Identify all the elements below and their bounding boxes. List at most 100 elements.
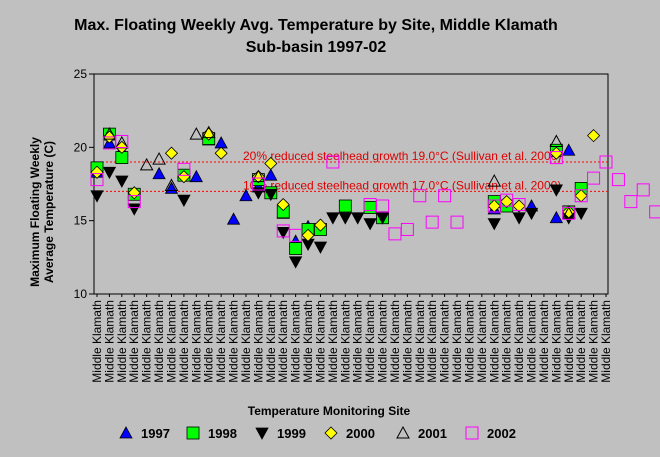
- data-point-2001: [251, 169, 266, 183]
- x-category-label: Middle Klamath: [413, 300, 427, 383]
- data-point-2001: [487, 174, 502, 187]
- x-category-label: Middle Klamath: [313, 300, 327, 383]
- x-category-label: Middle Klamath: [152, 300, 166, 383]
- x-category-label: Middle Klamath: [338, 300, 352, 383]
- x-category-label: Middle Klamath: [239, 300, 253, 383]
- x-category-label: Middle Klamath: [475, 300, 489, 383]
- data-point-1997: [239, 188, 253, 202]
- data-point-2002: [115, 134, 129, 148]
- x-category-label: Middle Klamath: [363, 300, 377, 383]
- legend: 1997 1998 1999 2000 2001 2002: [119, 425, 516, 441]
- x-axis-title: Temperature Monitoring Site: [248, 404, 411, 418]
- x-category-label: Middle Klamath: [351, 300, 365, 383]
- data-point-2000: [251, 170, 265, 184]
- data-point-1999: [574, 207, 588, 221]
- data-point-2000: [587, 129, 601, 143]
- y-axis-title-line2: Average Temperature (C): [42, 141, 56, 283]
- x-category-label: Middle Klamath: [276, 300, 290, 383]
- data-point-2002: [413, 189, 427, 203]
- data-point-2000: [90, 165, 104, 179]
- data-point-2002: [649, 205, 660, 219]
- x-category-label: Middle Klamath: [388, 300, 402, 383]
- x-category-label: Middle Klamath: [140, 300, 154, 383]
- legend-marker-1998: [186, 426, 200, 440]
- data-point-1999: [102, 166, 117, 180]
- legend-marker-2000: [324, 426, 338, 440]
- data-point-1999: [363, 218, 377, 231]
- x-category-label: Middle Klamath: [438, 300, 452, 383]
- data-point-2001: [189, 127, 204, 140]
- data-point-1997: [152, 166, 166, 180]
- data-point-1999: [264, 188, 278, 202]
- x-category-label: Middle Klamath: [537, 300, 551, 383]
- legend-marker-2002: [465, 426, 479, 440]
- data-point-1999: [127, 203, 141, 216]
- data-point-2002: [512, 198, 526, 212]
- data-point-2000: [301, 228, 315, 242]
- x-category-label: Middle Klamath: [177, 300, 191, 383]
- x-category-label: Middle Klamath: [189, 300, 203, 383]
- data-point-1997: [189, 169, 203, 183]
- data-point-2002: [326, 155, 340, 169]
- data-point-2001: [561, 206, 576, 219]
- x-category-label: Middle Klamath: [500, 300, 514, 383]
- y-axis-title-line1: Maximum Floating Weekly: [28, 137, 42, 287]
- legend-marker-1999: [255, 427, 269, 440]
- data-point-2002: [611, 173, 625, 187]
- data-point-1997: [264, 168, 278, 181]
- legend-label: 2001: [418, 426, 447, 441]
- x-category-label: Middle Klamath: [562, 300, 576, 383]
- data-point-2001: [201, 125, 216, 139]
- y-tick-label: 15: [74, 214, 88, 228]
- data-point-2002: [400, 222, 414, 236]
- data-point-1999: [512, 212, 526, 225]
- legend-label: 2000: [346, 426, 375, 441]
- data-point-2002: [127, 195, 141, 209]
- x-category-label: Middle Klamath: [400, 300, 414, 383]
- x-category-label: Middle Klamath: [512, 300, 526, 383]
- data-point-2001: [152, 152, 166, 165]
- data-point-2002: [599, 155, 613, 169]
- data-point-1999: [115, 175, 129, 188]
- data-point-2000: [264, 156, 278, 171]
- data-point-1999: [375, 212, 390, 225]
- data-point-2002: [574, 189, 588, 203]
- y-tick-label: 20: [74, 140, 88, 154]
- reference-line-label: 10% reduced steelhead growth 17.0°C (Sul…: [243, 178, 561, 192]
- data-point-2002: [251, 177, 265, 191]
- data-point-2002: [624, 195, 638, 209]
- data-point-1999: [326, 212, 340, 225]
- data-point-2001: [102, 127, 117, 140]
- x-category-label: Middle Klamath: [326, 300, 340, 383]
- x-category-label: Middle Klamath: [487, 300, 501, 383]
- x-category-label: Middle Klamath: [164, 300, 178, 383]
- data-point-2000: [276, 197, 290, 212]
- x-category-label: Middle Klamath: [376, 300, 390, 383]
- x-category-label: Middle Klamath: [462, 300, 476, 383]
- x-category-label: Middle Klamath: [574, 300, 588, 383]
- data-point-1999: [549, 184, 564, 197]
- data-point-2000: [214, 146, 228, 160]
- x-category-label: Middle Klamath: [289, 300, 303, 383]
- x-category-label: Middle Klamath: [599, 300, 613, 383]
- x-category-label: Middle Klamath: [102, 300, 116, 383]
- chart-title-line2: Sub-basin 1997-02: [246, 39, 387, 56]
- data-point-2002: [587, 171, 601, 185]
- y-tick-label: 10: [74, 287, 88, 301]
- chart-title-line1: Max. Floating Weekly Avg. Temperature by…: [74, 17, 558, 34]
- reference-lines: 20% reduced steelhead growth 19.0°C (Sul…: [94, 149, 608, 192]
- data-point-2002: [636, 183, 650, 197]
- x-category-label: Middle Klamath: [525, 300, 539, 383]
- data-point-1997: [549, 210, 564, 224]
- x-category-label: Middle Klamath: [425, 300, 439, 383]
- x-category-label: Middle Klamath: [301, 300, 315, 383]
- data-point-1998: [338, 199, 352, 213]
- legend-marker-2001: [396, 425, 410, 439]
- data-point-1999: [351, 212, 365, 225]
- data-point-2002: [289, 228, 303, 242]
- x-category-label: Middle Klamath: [227, 300, 241, 383]
- data-point-2002: [177, 162, 191, 176]
- legend-marker-1997: [119, 426, 133, 439]
- data-point-2001: [164, 178, 179, 191]
